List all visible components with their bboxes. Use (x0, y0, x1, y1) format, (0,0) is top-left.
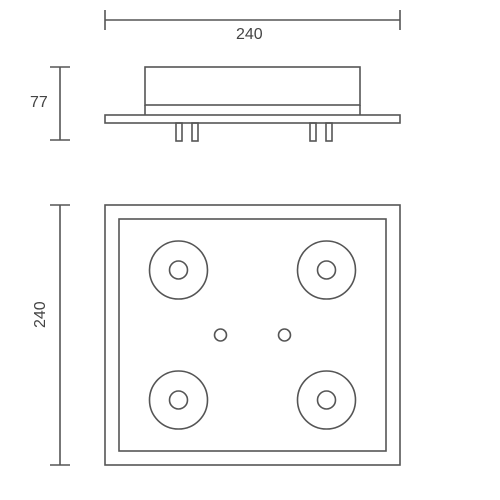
technical-drawing: { "drawing": { "type": "technical-diagra… (0, 0, 500, 500)
height-dimension-label: 77 (30, 94, 48, 112)
plan-height-dimension-label: 240 (32, 301, 50, 328)
drawing-svg (0, 0, 500, 500)
width-dimension-label: 240 (236, 26, 263, 44)
